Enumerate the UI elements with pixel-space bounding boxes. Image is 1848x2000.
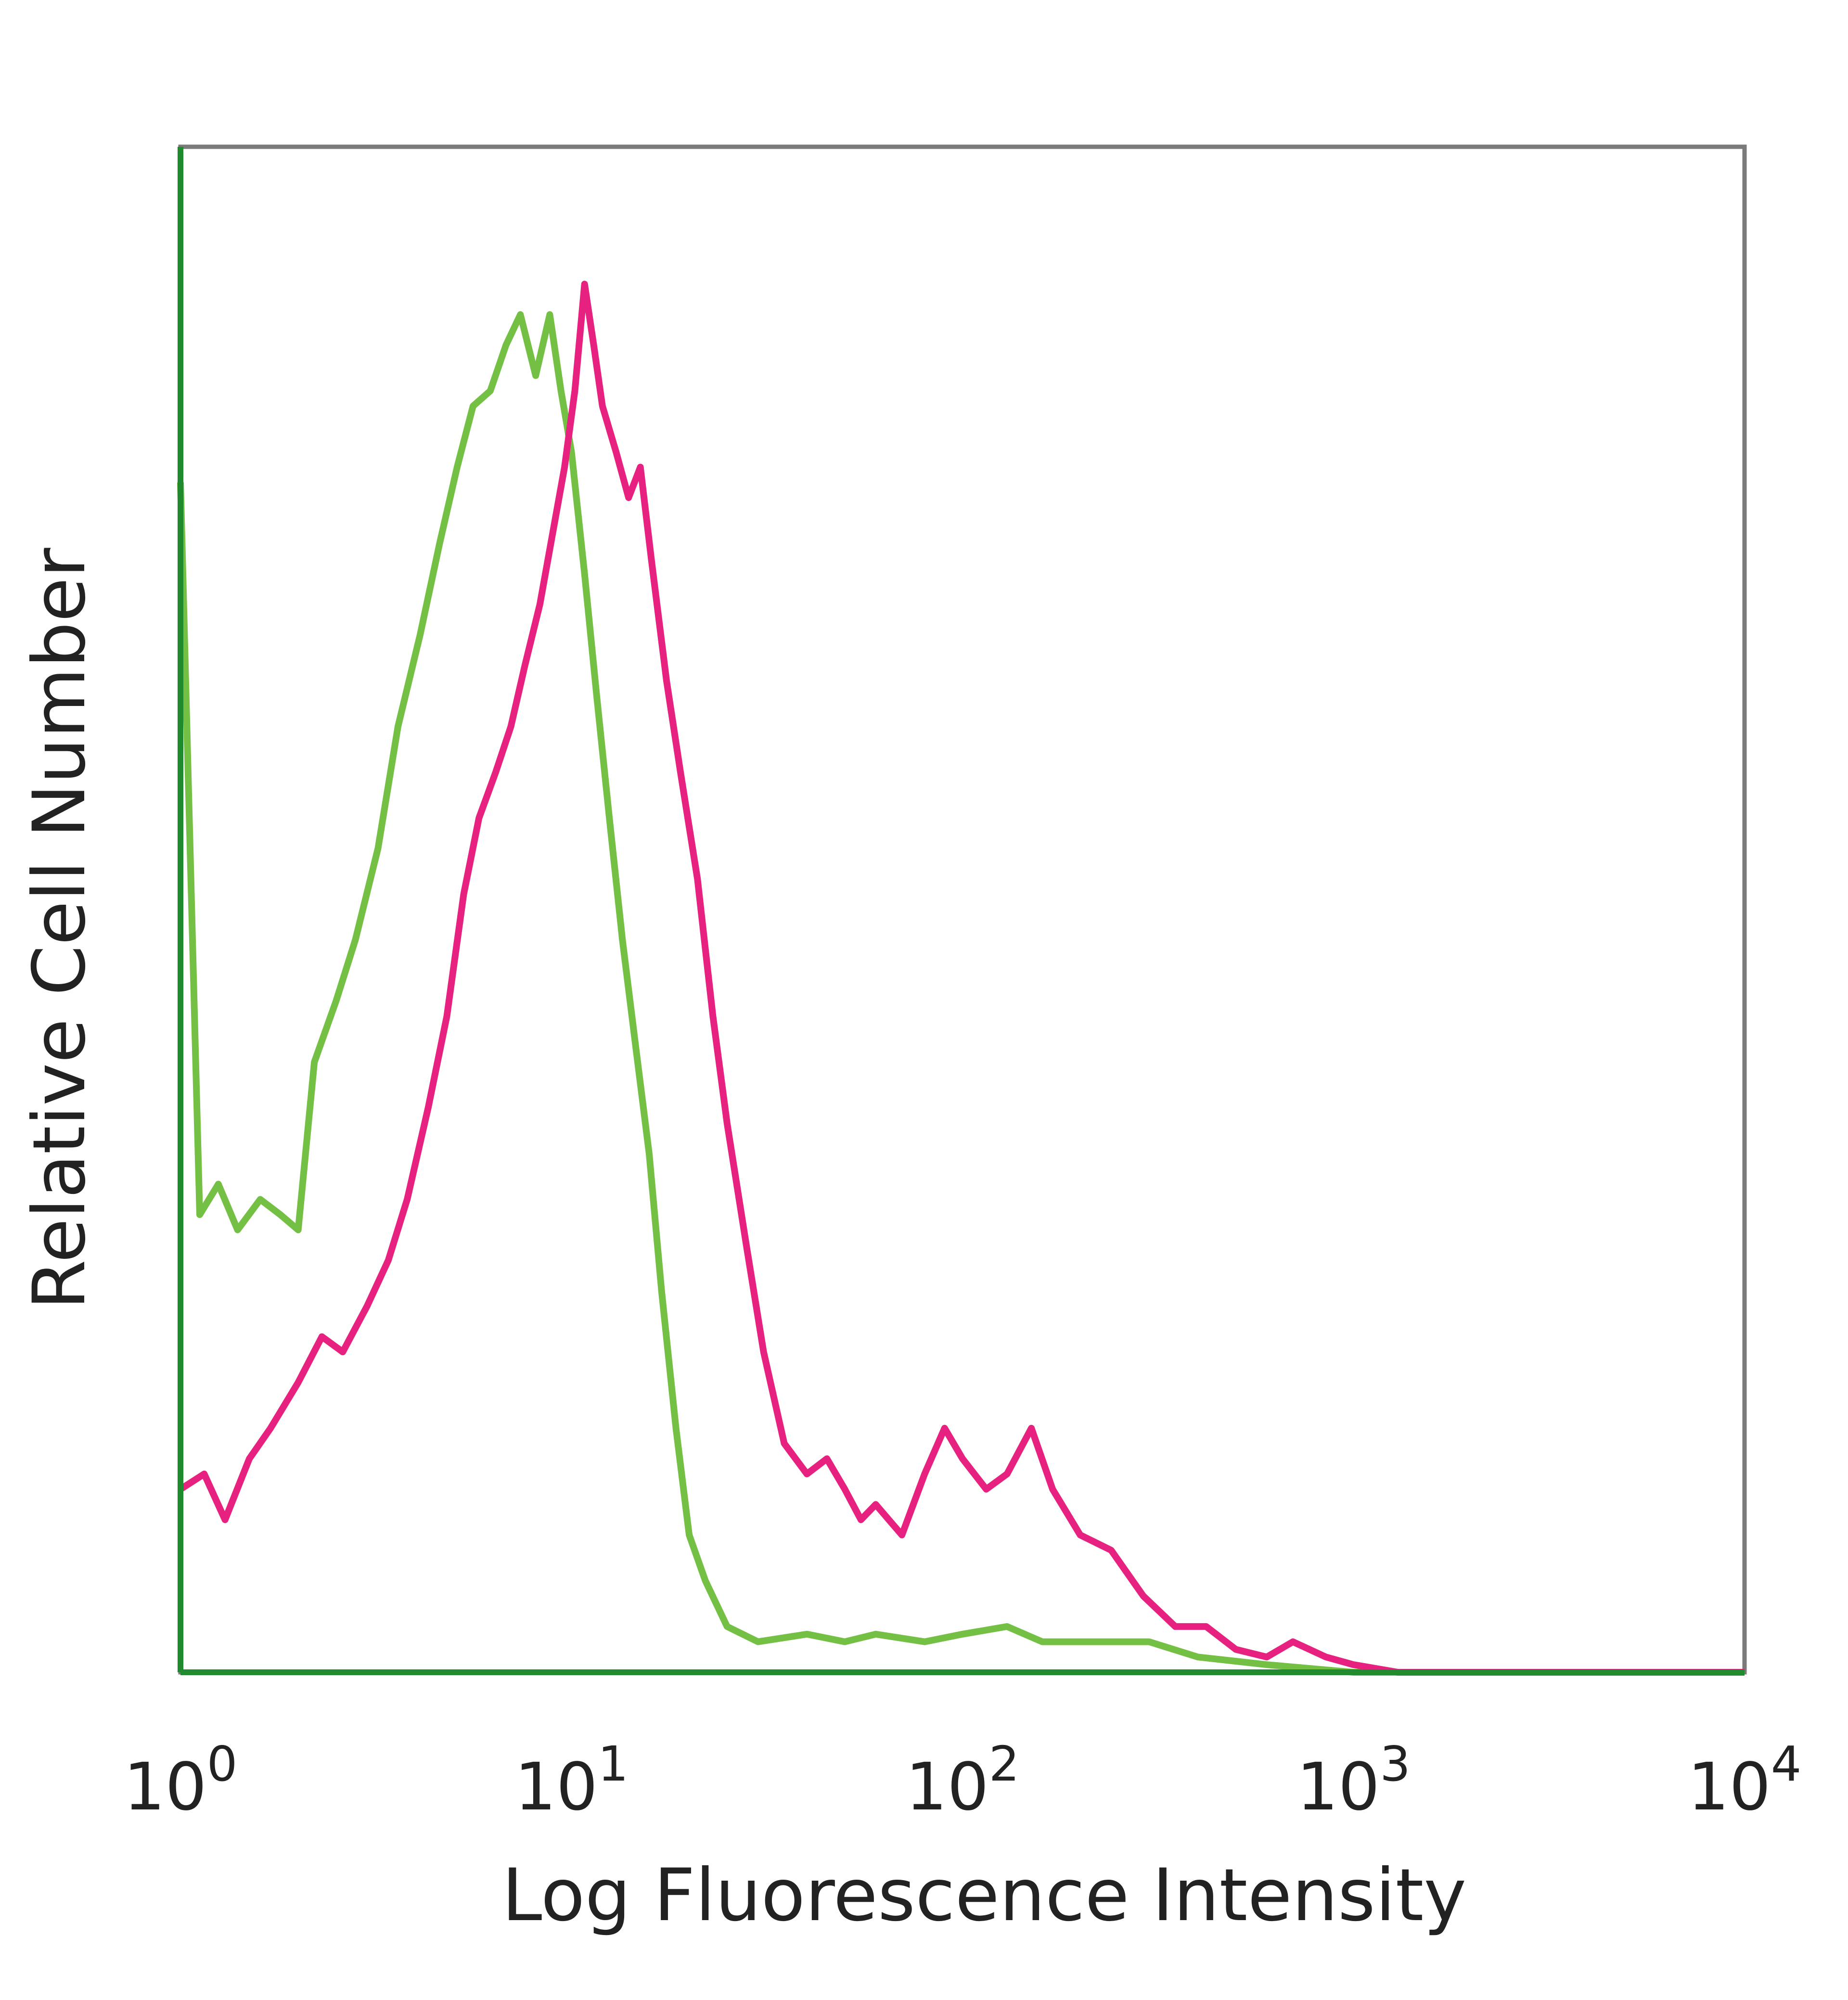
x-tick-exponent: 4: [1771, 1736, 1802, 1792]
plot-area: [177, 144, 1747, 1676]
x-tick-exponent: 2: [989, 1736, 1020, 1792]
x-tick-exponent: 1: [598, 1736, 629, 1792]
x-tick-label: 103: [1296, 1736, 1411, 1825]
x-axis-label: Log Fluorescence Intensity: [502, 1854, 1466, 1937]
x-tick-base: 10: [514, 1749, 598, 1825]
x-tick-label: 100: [124, 1736, 238, 1825]
histogram-series-2: [179, 281, 1745, 1676]
x-tick-exponent: 3: [1380, 1736, 1411, 1792]
x-tick-label: 102: [906, 1736, 1020, 1825]
x-tick-base: 10: [906, 1749, 989, 1825]
histogram-series-1: [177, 311, 1745, 1676]
x-tick-label: 101: [514, 1736, 629, 1825]
x-tick-labels: 100 101 102 103 104: [124, 1736, 1802, 1825]
plot-frame: [178, 144, 1747, 1675]
x-tick-base: 10: [1296, 1749, 1380, 1825]
x-tick-exponent: 0: [207, 1736, 238, 1792]
x-tick-base: 10: [124, 1749, 207, 1825]
x-tick-label: 104: [1688, 1736, 1802, 1825]
x-tick-base: 10: [1688, 1749, 1771, 1825]
y-axis-label: Relative Cell Number: [18, 548, 102, 1310]
